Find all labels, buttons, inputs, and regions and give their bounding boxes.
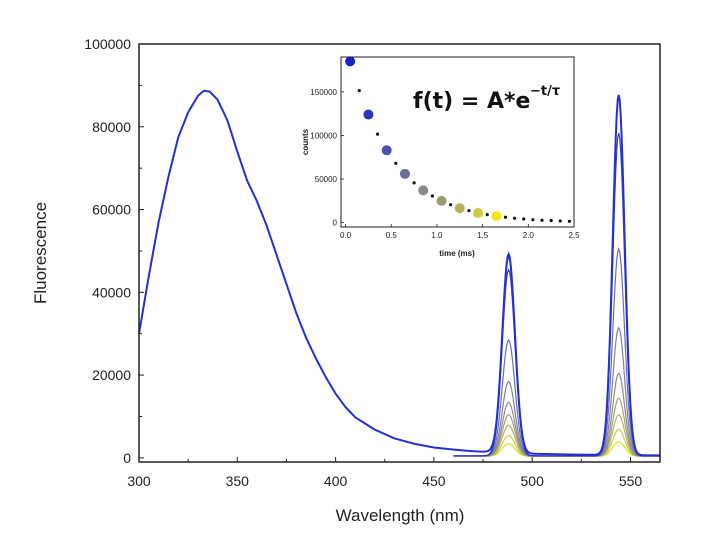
fit-dot bbox=[449, 203, 453, 207]
main-x-tick-label: 450 bbox=[422, 473, 446, 489]
main-plot: 300 350 400 450 500 550 0 20000 40000 60000 80000 1… bbox=[31, 36, 661, 525]
main-y-tick-label: 40000 bbox=[92, 284, 131, 300]
main-y-tick-label: 100000 bbox=[84, 36, 131, 52]
fit-dot bbox=[531, 218, 535, 222]
inset-x-tick-label: 0.5 bbox=[386, 231, 398, 240]
broad-band-line bbox=[138, 89, 660, 457]
main-ticks: 300 350 400 450 500 550 0 20000 40000 60000 80000 1… bbox=[84, 36, 642, 489]
inset-y-tick-label: 150000 bbox=[310, 88, 337, 97]
fit-dot bbox=[567, 219, 572, 223]
fit-dot bbox=[375, 132, 380, 136]
fit-dot bbox=[540, 218, 544, 222]
inset-data-point-6 bbox=[436, 195, 447, 206]
main-y-axis-title: Fluorescence bbox=[31, 202, 50, 304]
main-series-group bbox=[138, 89, 660, 457]
inset-data-point-8 bbox=[473, 208, 484, 219]
inset-x-tick-label: 1.0 bbox=[431, 231, 443, 240]
equation-exponent: −t/τ bbox=[530, 84, 560, 99]
inset-y-axis-title: counts bbox=[301, 128, 310, 155]
fit-dot bbox=[357, 88, 361, 93]
fit-dot bbox=[430, 194, 434, 198]
fit-dot bbox=[522, 217, 526, 221]
fit-dot bbox=[412, 181, 416, 185]
inset-data-point-4 bbox=[399, 168, 410, 179]
main-y-tick-label: 60000 bbox=[92, 202, 131, 218]
main-y-tick-label: 20000 bbox=[92, 367, 131, 383]
main-x-tick-label: 500 bbox=[521, 473, 545, 489]
main-y-tick-label: 0 bbox=[123, 450, 131, 466]
inset-plot-frame bbox=[340, 56, 575, 228]
main-x-axis-title: Wavelength (nm) bbox=[336, 506, 465, 525]
main-y-tick-label: 80000 bbox=[92, 119, 131, 135]
main-x-tick-label: 300 bbox=[127, 473, 151, 489]
inset-data-point-2 bbox=[363, 109, 374, 120]
fit-dot bbox=[467, 209, 471, 213]
inset-y-tick-label: 0 bbox=[333, 219, 338, 228]
main-x-tick-label: 350 bbox=[226, 473, 250, 489]
inset-data-point-3 bbox=[381, 145, 392, 156]
inset-x-tick-label: 2.5 bbox=[568, 231, 580, 240]
inset-background bbox=[341, 57, 574, 227]
inset-ticks: 0.0 0.5 1.0 1.5 2.0 2.5 0 50000 100000 150000 bbox=[310, 88, 580, 240]
inset-points-group bbox=[345, 56, 502, 222]
inset-x-tick-label: 0.0 bbox=[340, 231, 352, 240]
main-x-tick-label: 400 bbox=[324, 473, 348, 489]
inset-data-point-1 bbox=[345, 56, 356, 67]
fit-dot bbox=[503, 215, 508, 219]
fit-dot bbox=[513, 216, 517, 220]
inset-y-tick-label: 50000 bbox=[315, 175, 338, 184]
equation-main: f(t) = A*e bbox=[413, 89, 530, 114]
inset-x-tick-label: 2.0 bbox=[523, 231, 535, 240]
main-x-tick-label: 550 bbox=[619, 473, 643, 489]
fit-dot bbox=[485, 213, 489, 217]
inset-y-tick-label: 100000 bbox=[310, 131, 337, 140]
inset-data-point-5 bbox=[418, 185, 429, 196]
inset-data-point-9 bbox=[491, 211, 502, 222]
inset-x-tick-label: 1.5 bbox=[477, 231, 489, 240]
inset-plot: 0.0 0.5 1.0 1.5 2.0 2.5 0 50000 100000 150000 tim… bbox=[301, 56, 580, 258]
fit-dot bbox=[549, 219, 553, 223]
inset-data-point-7 bbox=[454, 203, 465, 214]
fit-dot bbox=[558, 219, 562, 223]
main-plot-frame bbox=[138, 43, 661, 463]
inset-x-axis-title: time (ms) bbox=[439, 249, 475, 258]
fit-dot bbox=[394, 161, 398, 165]
